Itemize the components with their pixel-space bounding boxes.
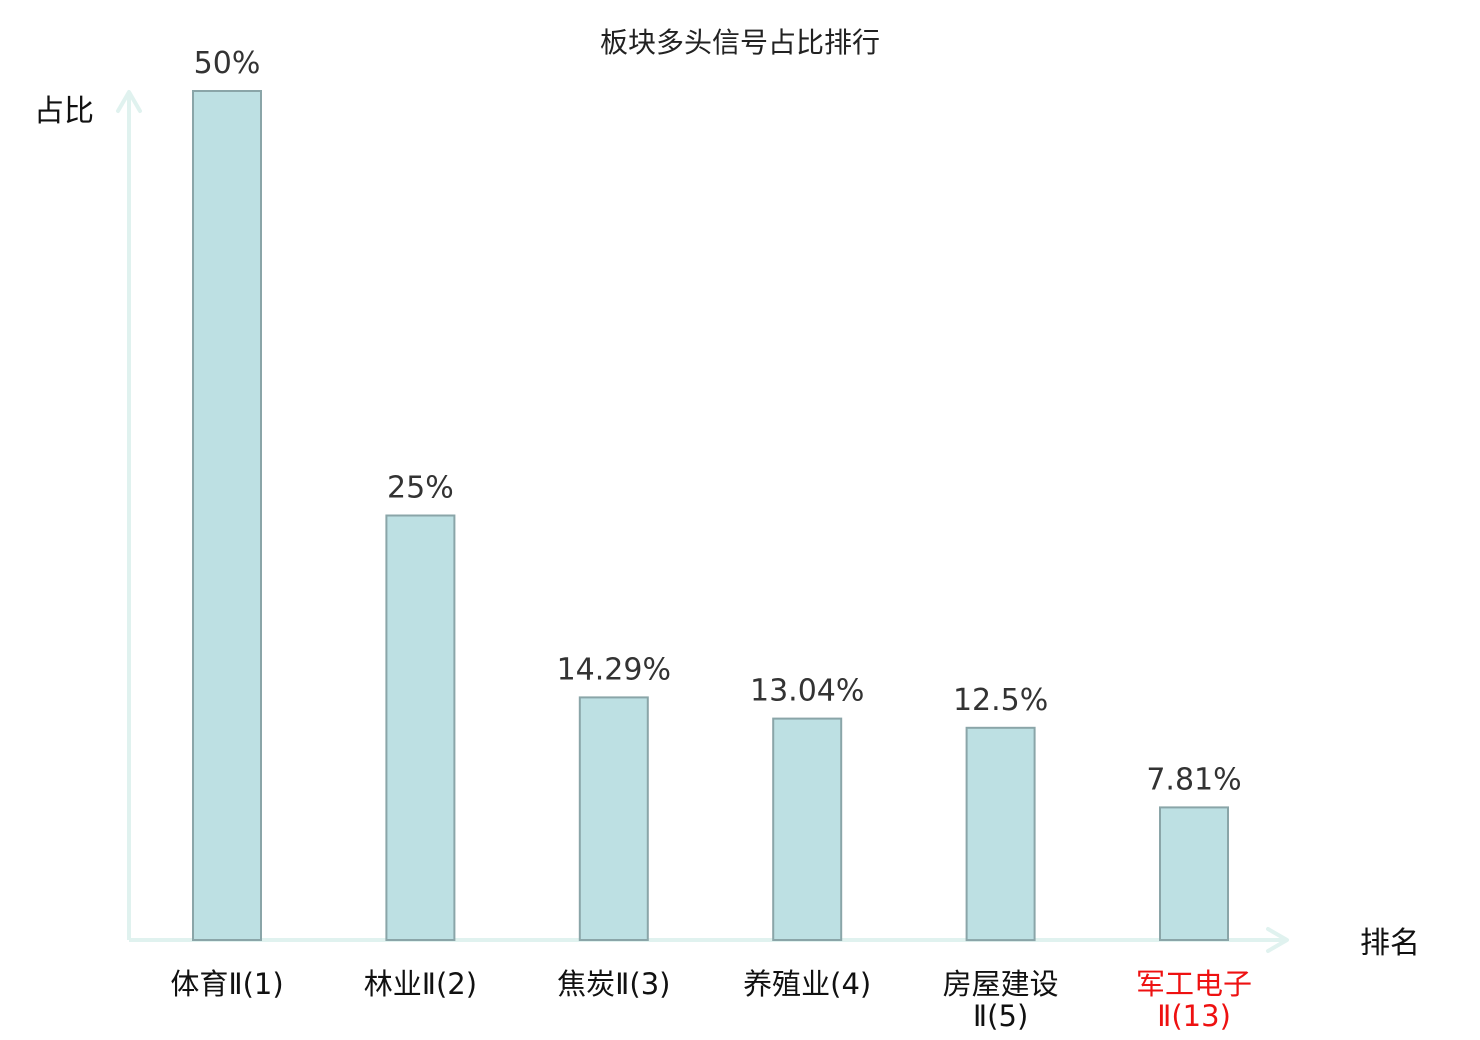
y-axis-label: 占比 xyxy=(34,94,94,129)
axes xyxy=(116,90,1289,953)
x-tick-label: 体育Ⅱ(1) xyxy=(170,967,283,1001)
x-tick-label: 军工电子 xyxy=(1136,967,1252,1001)
bar xyxy=(385,514,456,941)
bar xyxy=(1159,806,1229,942)
x-axis-arrow-icon xyxy=(1266,927,1289,953)
bar xyxy=(192,90,262,941)
bars xyxy=(192,90,1229,942)
y-axis-arrow-icon xyxy=(116,90,142,113)
value-labels: 50% 25% 14.29% 13.04% 12.5% 7.81% xyxy=(194,46,1242,797)
x-tick-label: 养殖业(4) xyxy=(743,967,871,1001)
x-tick-label: Ⅱ(13) xyxy=(1157,999,1231,1033)
bar xyxy=(578,696,649,942)
bar xyxy=(965,726,1036,942)
bar-value-label: 25% xyxy=(387,471,454,506)
x-tick-label: Ⅱ(5) xyxy=(973,999,1028,1033)
bar-value-label: 13.04% xyxy=(750,674,864,709)
x-tick-label: 林业Ⅱ(2) xyxy=(364,967,477,1001)
bar-value-label: 14.29% xyxy=(557,652,671,687)
x-axis-label: 排名 xyxy=(1360,926,1420,961)
x-tick-label: 房屋建设 xyxy=(943,967,1059,1001)
bar xyxy=(772,717,843,941)
bar-value-label: 12.5% xyxy=(953,683,1048,718)
bar-value-label: 50% xyxy=(194,46,261,81)
chart-title: 板块多头信号占比排行 xyxy=(600,26,880,59)
x-tick-label: 焦炭Ⅱ(3) xyxy=(557,967,670,1001)
bar-value-label: 7.81% xyxy=(1146,762,1241,797)
